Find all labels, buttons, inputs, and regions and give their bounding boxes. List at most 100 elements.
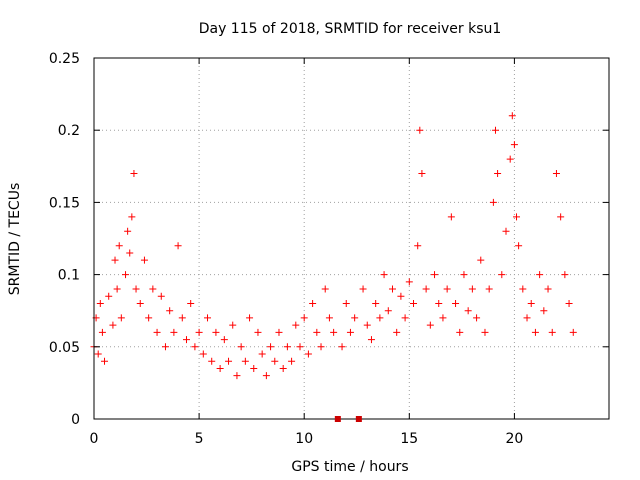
data-point [113,285,121,293]
data-point [426,321,434,329]
data-point [153,328,161,336]
data-point [439,314,447,322]
data-point [544,285,552,293]
data-point [418,170,426,178]
data-point [531,328,539,336]
data-point [464,307,472,315]
gap-marker-layer [334,416,362,422]
data-point [397,292,405,300]
data-point [182,336,190,344]
data-point [292,321,300,329]
data-point [473,314,481,322]
data-point [149,285,157,293]
data-point [313,328,321,336]
data-point [506,155,514,163]
data-point [283,343,291,351]
data-point [513,213,521,221]
data-point [132,285,140,293]
data-point [372,299,380,307]
data-point [161,343,169,351]
data-point [271,357,279,365]
data-point [388,285,396,293]
data-point [498,271,506,279]
data-point [117,314,125,322]
data-point [508,112,516,120]
x-tick-label: 5 [195,431,204,447]
data-point [557,213,565,221]
data-point [241,357,249,365]
x-tick-label: 10 [295,431,313,447]
x-tick-label: 15 [400,431,418,447]
data-point [401,314,409,322]
data-point [536,271,544,279]
plot-frame [93,57,610,420]
grid-layer [94,58,609,419]
data-point [145,314,153,322]
data-point [325,314,333,322]
data-point [561,271,569,279]
data-point [300,314,308,322]
data-point [288,357,296,365]
data-point [208,357,216,365]
y-tick-label: 0.05 [49,340,80,356]
data-point [515,242,523,250]
data-point [422,285,430,293]
data-point [115,242,123,250]
points-layer [90,112,577,380]
data-point [225,357,233,365]
data-point [523,314,531,322]
data-point [359,285,367,293]
data-point [96,299,104,307]
data-point [481,328,489,336]
data-point [216,364,224,372]
data-point [468,285,476,293]
data-point [363,321,371,329]
data-point [384,307,392,315]
data-point [416,126,424,134]
data-point [565,299,573,307]
data-point [393,328,401,336]
data-gap-marker [334,416,341,422]
data-point [317,343,325,351]
data-gap-marker [355,416,362,422]
data-point [351,314,359,322]
data-point [477,256,485,264]
data-point [166,307,174,315]
data-point [94,350,102,358]
data-point [233,372,241,380]
data-point [405,278,413,286]
x-tick-label: 20 [505,431,523,447]
data-point [304,350,312,358]
data-point [494,170,502,178]
data-point [367,336,375,344]
data-point [548,328,556,336]
data-point [342,299,350,307]
data-point [128,213,136,221]
data-point [212,328,220,336]
data-point [435,299,443,307]
data-point [111,256,119,264]
data-point [136,299,144,307]
data-point [178,314,186,322]
y-tick-label: 0 [71,412,80,428]
data-point [122,271,130,279]
data-point [330,328,338,336]
data-point [237,343,245,351]
data-point [220,336,228,344]
data-point [338,343,346,351]
data-point [109,321,117,329]
data-point [262,372,270,380]
data-point [170,328,178,336]
data-point [279,364,287,372]
data-point [258,350,266,358]
data-point [124,227,132,235]
data-point [447,213,455,221]
data-point [443,285,451,293]
data-point [296,343,304,351]
data-point [380,271,388,279]
data-point [229,321,237,329]
data-point [460,271,468,279]
data-point [321,285,329,293]
data-point [101,357,109,365]
